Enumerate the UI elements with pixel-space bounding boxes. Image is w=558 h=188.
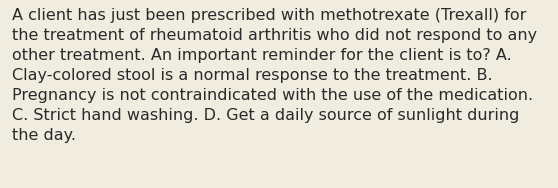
Text: A client has just been prescribed with methotrexate (Trexall) for
the treatment : A client has just been prescribed with m… bbox=[12, 8, 537, 143]
